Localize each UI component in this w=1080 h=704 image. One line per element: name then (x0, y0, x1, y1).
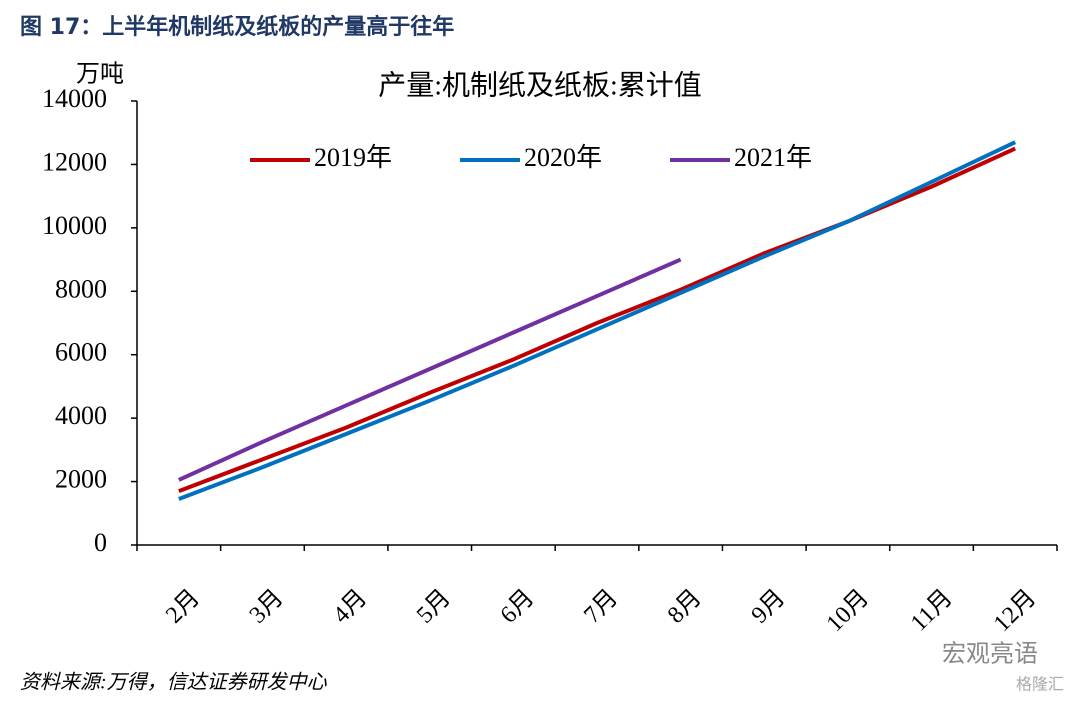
x-tick-label: 12月 (989, 585, 1041, 637)
y-tick-label: 6000 (55, 338, 107, 367)
x-tick-label: 11月 (906, 585, 958, 637)
x-tick-label: 9月 (747, 585, 791, 629)
x-tick-label: 3月 (245, 585, 289, 629)
y-tick-label: 14000 (42, 84, 107, 113)
y-tick-label: 2000 (55, 465, 107, 494)
y-axis-label: 万吨 (76, 61, 124, 88)
y-tick-label: 12000 (42, 147, 107, 176)
y-tick-label: 8000 (55, 274, 107, 303)
y-tick-label: 10000 (42, 211, 107, 240)
x-tick-label: 2月 (161, 585, 205, 629)
legend-label: 2020年 (524, 143, 602, 172)
source: 资料来源:万得，信达证券研发中心 (20, 672, 328, 694)
x-tick-label: 10月 (822, 585, 874, 637)
x-tick-label: 4月 (328, 585, 372, 629)
watermark: 宏观亮语 (942, 641, 1038, 668)
y-tick-label: 4000 (55, 401, 107, 430)
y-tick-label: 0 (94, 528, 107, 557)
legend-label: 2019年 (314, 143, 392, 172)
series-line (178, 140, 1017, 501)
header-title: 图 17：上半年机制纸及纸板的产量高于往年 (20, 14, 454, 40)
series-line (177, 257, 682, 482)
x-tick-label: 6月 (496, 585, 540, 629)
x-tick-label: 5月 (412, 585, 456, 629)
x-tick-label: 7月 (579, 585, 623, 629)
x-tick-label: 8月 (663, 585, 707, 629)
logo: 格隆汇 (1016, 676, 1064, 694)
legend-label: 2021年 (734, 143, 812, 172)
chart-title: 产量:机制纸及纸板:累计值 (378, 69, 702, 101)
